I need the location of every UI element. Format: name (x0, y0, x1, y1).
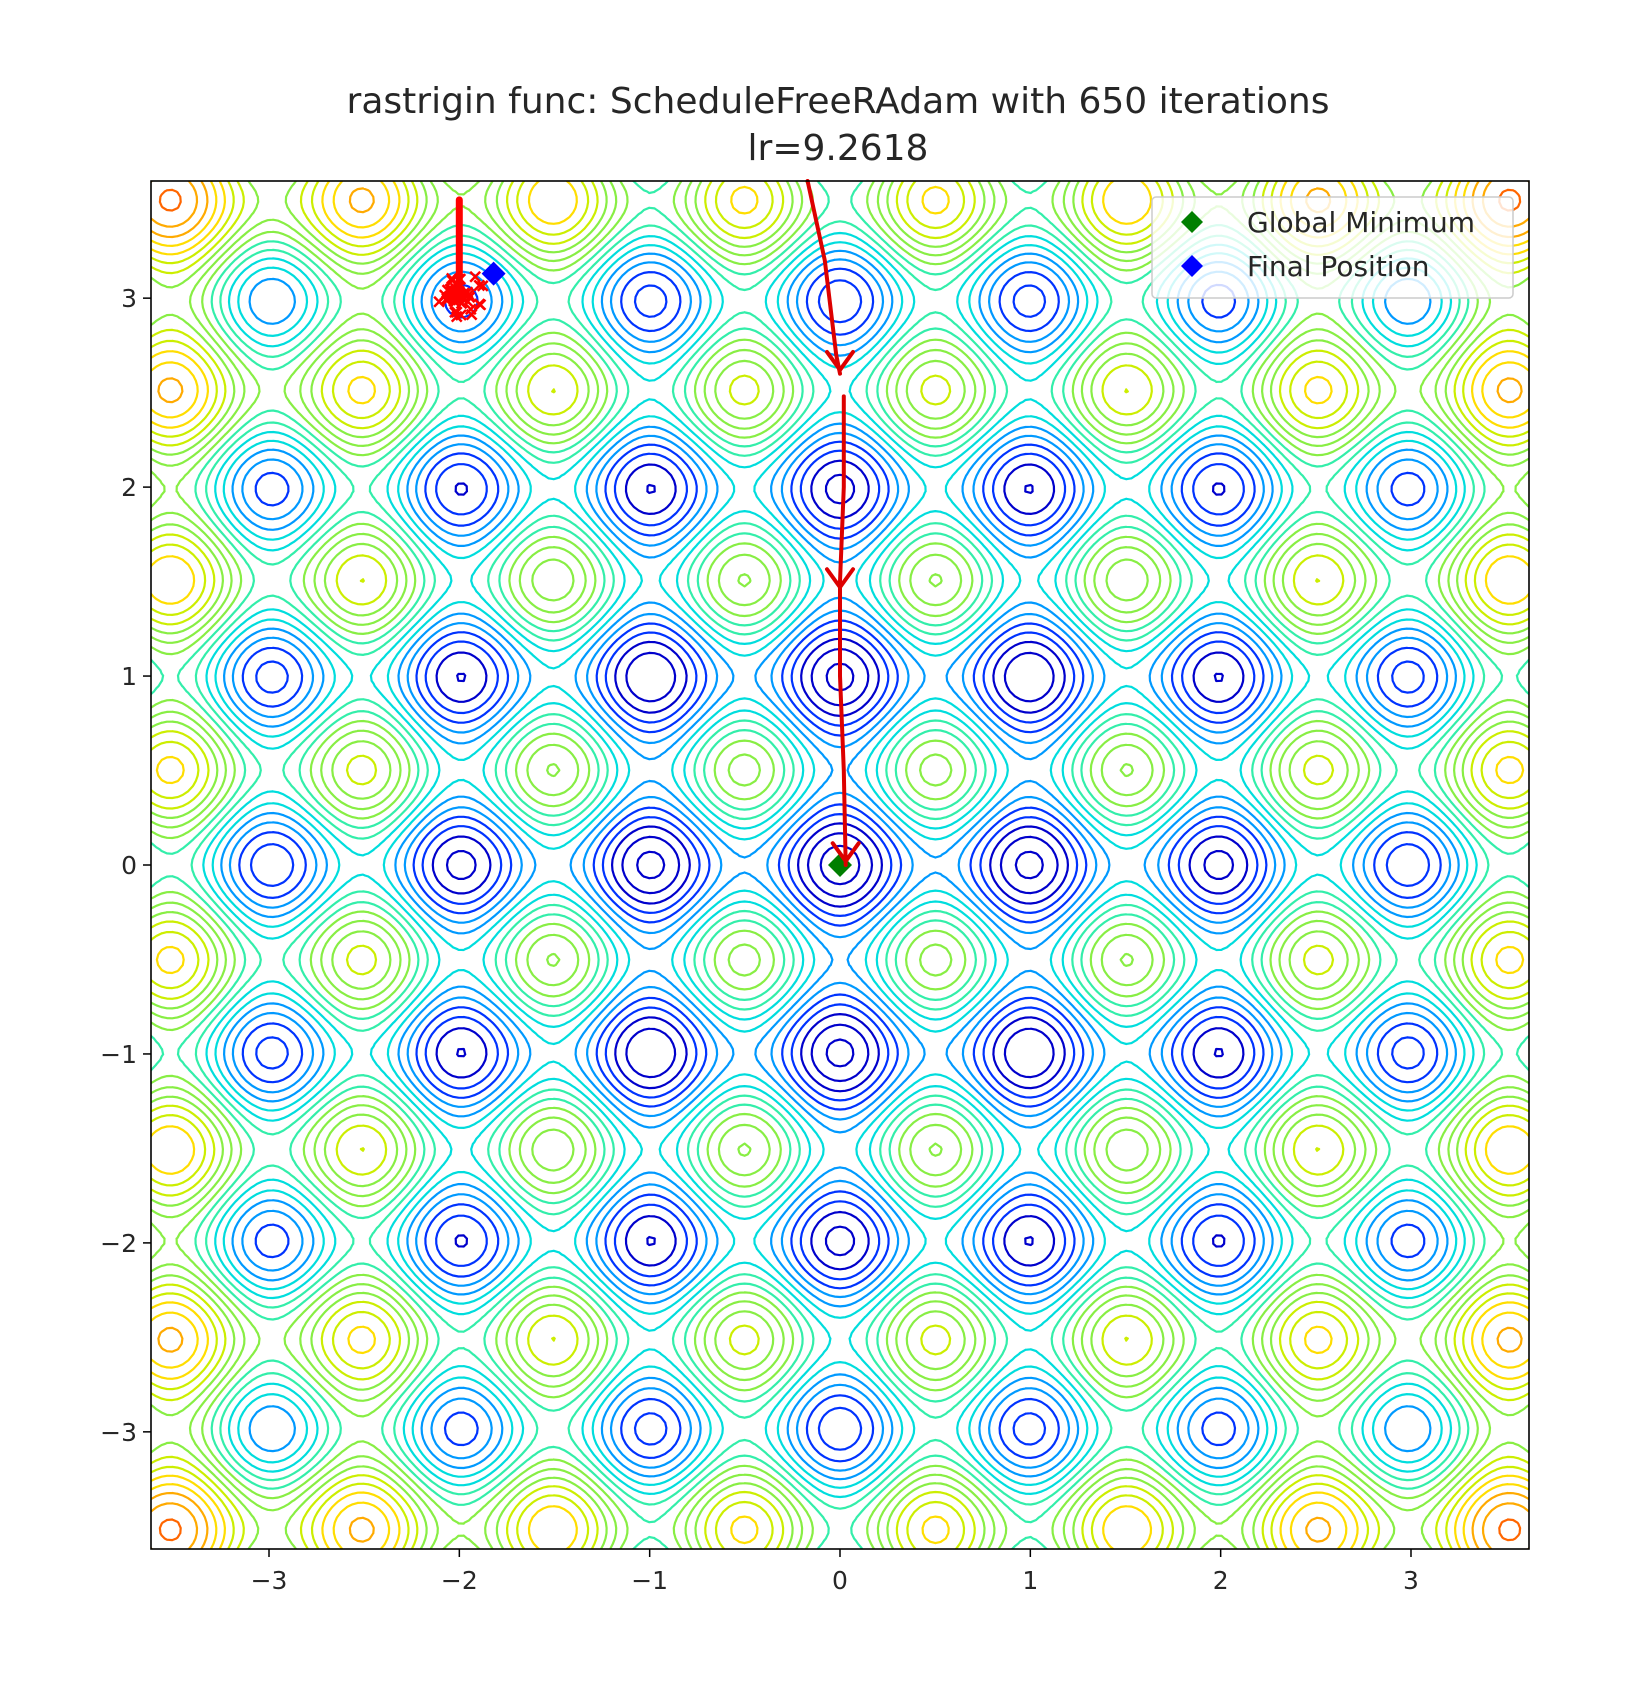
trajectory-point (464, 303, 477, 316)
legend-marker-final-position (1181, 255, 1203, 277)
contour-level (151, 181, 1529, 1549)
contour-layer (151, 181, 1529, 1549)
markers-layer (481, 261, 852, 877)
y-tick-label: −3 (100, 1418, 137, 1447)
trajectory-point (462, 288, 475, 301)
contour-level (636, 662, 1044, 1068)
trajectory-point (442, 291, 455, 304)
contour-level (238, 267, 1442, 1463)
contour-level (151, 181, 1529, 1549)
x-tick-label: 2 (1213, 1566, 1229, 1595)
y-axis: −3 −2 −1 0 1 2 3 (100, 284, 151, 1447)
chart-title: rastrigin func: ScheduleFreeRAdam with 6… (347, 81, 1330, 122)
y-tick-label: 0 (121, 851, 137, 880)
trajectory-layer (433, 196, 489, 323)
legend-box (1151, 196, 1514, 299)
contour-level (228, 258, 1452, 1472)
y-tick-label: 3 (121, 284, 137, 313)
x-axis: −3 −2 −1 0 1 2 3 (251, 1549, 1419, 1595)
legend-marker-global-minimum (1181, 211, 1203, 233)
x-tick-label: 1 (1022, 1566, 1038, 1595)
contour-level (431, 459, 1249, 1271)
contour-level (202, 231, 1478, 1499)
trajectory-point (452, 288, 465, 301)
contour-level (151, 181, 1529, 1549)
legend-label-final-position: Final Position (1247, 250, 1429, 283)
contour-level (190, 220, 1490, 1510)
y-tick-label: −2 (100, 1229, 137, 1258)
annotation-layer (805, 179, 861, 867)
trajectory-point (469, 270, 482, 283)
annotation-arrowhead (830, 841, 861, 864)
trajectory-point (450, 310, 463, 323)
y-tick-label: 1 (121, 662, 137, 691)
contour-level (220, 249, 1460, 1481)
trajectory-point (445, 272, 458, 285)
y-tick-label: −1 (100, 1040, 137, 1069)
x-tick-label: −2 (441, 1566, 478, 1595)
trajectory-point (474, 298, 487, 311)
contour-level (211, 241, 1469, 1489)
contour-level (151, 181, 1529, 1549)
annotation-arrowhead (825, 567, 855, 590)
contour-level (158, 188, 1522, 1542)
contour-level (151, 181, 1529, 1549)
trajectory-point (453, 285, 466, 298)
x-tick-label: −3 (251, 1566, 288, 1595)
annotation-arrowhead (825, 349, 855, 372)
x-tick-label: −1 (631, 1566, 668, 1595)
legend: Global Minimum Final Position (1151, 196, 1514, 299)
legend-label-global-minimum: Global Minimum (1247, 206, 1475, 239)
trajectory-point (476, 280, 489, 292)
contour-level (151, 181, 1529, 1549)
x-tick-label: 0 (832, 1566, 848, 1595)
final-position-marker (481, 261, 506, 286)
plot-area (150, 179, 1530, 1550)
contour-level (151, 181, 1529, 1549)
x-tick-label: 3 (1403, 1566, 1419, 1595)
contour-level (445, 473, 1235, 1257)
annotation-arrow-line (838, 394, 848, 867)
trajectory-point (433, 295, 446, 308)
contour-level (249, 279, 1431, 1451)
trajectory-point (450, 306, 463, 319)
chart-subtitle: lr=9.2618 (748, 128, 929, 169)
trajectory-point (473, 279, 486, 292)
y-tick-label: 2 (121, 473, 137, 502)
